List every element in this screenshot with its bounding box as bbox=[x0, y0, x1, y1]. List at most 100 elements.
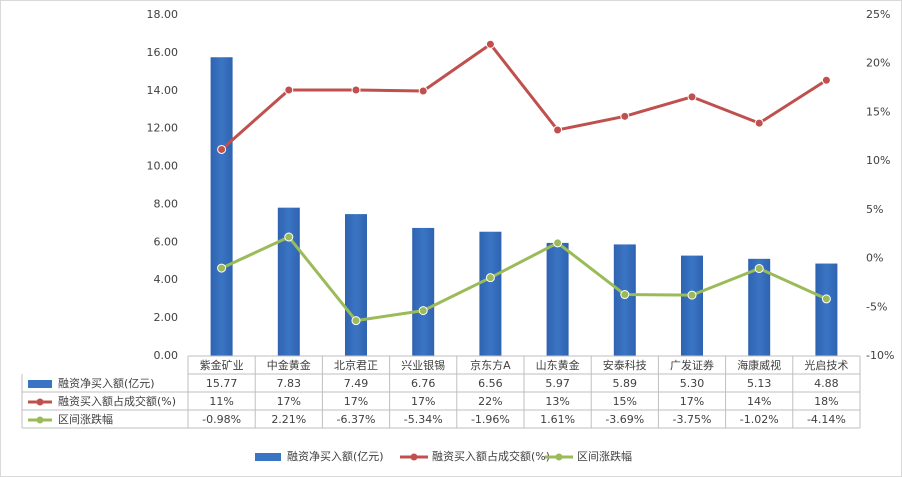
bar bbox=[412, 227, 435, 356]
x-tick-label: 北京君正 bbox=[334, 358, 378, 372]
table-value: 2.21% bbox=[271, 413, 306, 426]
table-value: 4.88 bbox=[814, 377, 839, 390]
bar bbox=[210, 57, 233, 356]
table-value: -3.75% bbox=[673, 413, 712, 426]
table-value: 17% bbox=[344, 395, 368, 408]
table-value: -3.69% bbox=[605, 413, 644, 426]
legend-key bbox=[555, 453, 563, 461]
line-point bbox=[687, 290, 697, 300]
y-tick-label: 4.00 bbox=[154, 273, 179, 286]
bar bbox=[748, 258, 771, 356]
line-point bbox=[687, 92, 697, 102]
legend-label: 区间涨跌幅 bbox=[577, 449, 632, 463]
y-tick-label: 16.00 bbox=[147, 46, 179, 59]
line-point bbox=[821, 75, 831, 85]
line-point bbox=[553, 238, 563, 248]
y-tick-label: 10.00 bbox=[147, 160, 179, 173]
table-value: 5.97 bbox=[545, 377, 570, 390]
table-value: -6.37% bbox=[337, 413, 376, 426]
x-tick-label: 兴业银锡 bbox=[401, 358, 445, 372]
table-value: 13% bbox=[545, 395, 569, 408]
legend-key bbox=[255, 453, 281, 461]
line-point bbox=[620, 290, 630, 300]
y2-tick-label: 0% bbox=[866, 252, 883, 265]
bar bbox=[479, 231, 502, 356]
table-value: 15% bbox=[613, 395, 637, 408]
bar bbox=[345, 214, 367, 356]
x-tick-label: 中金黄金 bbox=[267, 358, 311, 372]
x-tick-label: 山东黄金 bbox=[536, 358, 580, 372]
y-tick-label: 0.00 bbox=[154, 349, 179, 362]
table-value: -1.02% bbox=[740, 413, 779, 426]
y2-tick-label: 15% bbox=[866, 105, 890, 118]
line-point bbox=[418, 306, 428, 316]
bar bbox=[546, 242, 569, 356]
x-tick-label: 京东方A bbox=[470, 358, 511, 372]
y2-tick-label: -10% bbox=[866, 349, 894, 362]
line-point bbox=[620, 111, 630, 121]
line-point bbox=[284, 85, 294, 95]
line-point bbox=[754, 264, 764, 274]
bar bbox=[277, 207, 300, 356]
line-point bbox=[485, 273, 495, 283]
x-tick-label: 紫金矿业 bbox=[200, 358, 244, 372]
y-tick-label: 14.00 bbox=[147, 84, 179, 97]
table-value: -4.14% bbox=[807, 413, 846, 426]
table-value: 11% bbox=[209, 395, 233, 408]
table-value: 5.13 bbox=[747, 377, 772, 390]
x-tick-label: 光启技术 bbox=[804, 358, 848, 372]
table-value: 5.30 bbox=[680, 377, 705, 390]
legend-label: 融资买入额占成交额(%) bbox=[432, 449, 550, 463]
legend-key bbox=[36, 398, 44, 406]
legend-key bbox=[28, 380, 52, 388]
x-tick-label: 安泰科技 bbox=[603, 358, 647, 372]
x-tick-label: 广发证券 bbox=[670, 358, 714, 372]
line-point bbox=[418, 86, 428, 96]
table-series-name: 区间涨跌幅 bbox=[58, 412, 113, 426]
y-tick-label: 8.00 bbox=[154, 197, 179, 210]
y-tick-label: 6.00 bbox=[154, 235, 179, 248]
y2-tick-label: 25% bbox=[866, 8, 890, 21]
y2-tick-label: 5% bbox=[866, 203, 883, 216]
table-value: -0.98% bbox=[202, 413, 241, 426]
table-value: 17% bbox=[680, 395, 704, 408]
table-value: 22% bbox=[478, 395, 502, 408]
table-value: 7.83 bbox=[277, 377, 302, 390]
table-value: 5.89 bbox=[613, 377, 638, 390]
table-value: 15.77 bbox=[206, 377, 238, 390]
y-tick-label: 12.00 bbox=[147, 122, 179, 135]
bar bbox=[681, 255, 703, 356]
x-tick-label: 海康威视 bbox=[737, 358, 781, 372]
y2-tick-label: 10% bbox=[866, 154, 890, 167]
line-point bbox=[351, 85, 361, 95]
table-value: 1.61% bbox=[540, 413, 575, 426]
line-point bbox=[754, 118, 764, 128]
table-value: 18% bbox=[814, 395, 838, 408]
y2-tick-label: -5% bbox=[866, 300, 887, 313]
bar bbox=[613, 244, 636, 356]
line-point bbox=[351, 316, 361, 326]
table-value: -1.96% bbox=[471, 413, 510, 426]
table-value: 6.76 bbox=[411, 377, 436, 390]
table-series-name: 融资买入额占成交额(%) bbox=[58, 394, 176, 408]
bar bbox=[815, 263, 838, 356]
table-value: 17% bbox=[277, 395, 301, 408]
table-value: -5.34% bbox=[404, 413, 443, 426]
line bbox=[220, 42, 828, 151]
line-point bbox=[284, 232, 294, 242]
legend-key bbox=[410, 453, 418, 461]
table-value: 17% bbox=[411, 395, 435, 408]
y-tick-label: 2.00 bbox=[154, 311, 179, 324]
line-point bbox=[485, 39, 495, 49]
table-value: 7.49 bbox=[344, 377, 369, 390]
legend-key bbox=[36, 416, 44, 424]
line-point bbox=[217, 263, 227, 273]
y2-tick-label: 20% bbox=[866, 57, 890, 70]
table-series-name: 融资净买入额(亿元) bbox=[58, 376, 155, 390]
line-point bbox=[553, 125, 563, 135]
line-point bbox=[821, 294, 831, 304]
table-value: 14% bbox=[747, 395, 771, 408]
line bbox=[220, 235, 828, 323]
